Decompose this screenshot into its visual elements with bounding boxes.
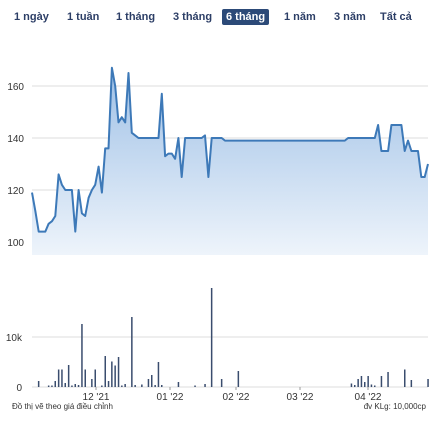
volume-bar <box>350 383 353 387</box>
price-tick-label: 120 <box>7 186 24 197</box>
volume-bar <box>220 379 223 387</box>
volume-y-axis: 0 10k <box>6 333 23 394</box>
volume-bar <box>380 376 383 387</box>
volume-bar <box>71 385 73 387</box>
tab-8[interactable]: Tất cả <box>380 11 412 23</box>
volume-bar <box>107 381 110 387</box>
volume-bar <box>134 385 136 387</box>
tab-2[interactable]: 1 tuần <box>67 11 100 23</box>
price-area <box>31 66 429 255</box>
footer-note: Đồ thị vẽ theo giá điều chỉnh <box>12 402 113 411</box>
price-tick-label: 100 <box>7 238 24 249</box>
volume-tick-label: 0 <box>16 383 22 394</box>
price-tick-label: 160 <box>7 82 24 93</box>
volume-bar <box>141 384 143 387</box>
volume-bar <box>161 385 163 387</box>
volume-bar <box>84 369 86 387</box>
volume-bar <box>47 385 50 387</box>
volume-bar <box>57 369 60 387</box>
volume-bar <box>104 356 106 387</box>
volume-bar <box>77 385 80 387</box>
tab-6[interactable]: 1 năm <box>284 11 316 23</box>
price-volume-chart: 100 120 140 160 0 10k 12 '21 01 '22 02 '22 03 '… <box>6 66 429 400</box>
x-tick-label: 02 '22 <box>223 392 250 400</box>
volume-bar <box>51 385 53 387</box>
volume-bar <box>94 369 96 387</box>
x-tick-label: 04 '22 <box>355 392 382 400</box>
volume-bar <box>410 380 413 387</box>
tab-7[interactable]: 3 năm <box>334 11 366 23</box>
x-tick-label: 03 '22 <box>287 392 314 400</box>
volume-bar <box>147 379 150 387</box>
volume-bar <box>177 382 180 387</box>
volume-bar <box>370 384 373 387</box>
volume-bar <box>194 385 196 387</box>
x-tick-label: 01 '22 <box>157 392 184 400</box>
volume-bar <box>54 381 56 387</box>
volume-bar <box>121 385 123 387</box>
footer-unit: đv KLg: 10,000cp <box>363 402 426 411</box>
price-tick-label: 140 <box>7 134 24 145</box>
tab-4[interactable]: 3 tháng <box>173 11 213 23</box>
tab-5[interactable]: 6 tháng <box>222 9 270 25</box>
volume-bar <box>427 379 429 387</box>
volume-bar <box>387 372 389 387</box>
period-tabs: 1 ngày 1 tuần 1 tháng 3 tháng 6 tháng 1 năm 3 … <box>0 0 438 30</box>
tab-3[interactable]: 1 tháng <box>116 11 156 23</box>
volume-bar <box>124 384 126 387</box>
volume-bar <box>364 382 366 387</box>
volume-bar <box>61 369 63 387</box>
volume-bar <box>354 385 356 387</box>
volume-bar <box>114 365 116 387</box>
volume-bar <box>357 379 359 387</box>
volume-bar <box>404 369 406 387</box>
price-area-fill <box>32 67 428 255</box>
volume-bar <box>131 317 133 387</box>
x-axis: 12 '21 01 '22 02 '22 03 '22 04 '22 <box>83 387 382 400</box>
volume-bar <box>360 376 363 387</box>
volume-bar <box>157 362 160 387</box>
volume-bar <box>91 379 93 387</box>
volume-bar <box>237 371 240 387</box>
volume-bar <box>367 376 369 387</box>
volume-bar <box>64 383 66 387</box>
price-line <box>31 66 429 233</box>
volume-bar <box>67 365 70 387</box>
price-y-axis: 100 120 140 160 <box>7 82 24 249</box>
volume-bar <box>37 381 40 387</box>
volume-bar <box>204 384 206 387</box>
volume-bar <box>374 385 376 387</box>
volume-bar <box>111 361 113 387</box>
x-tick-label: 12 '21 <box>83 392 110 400</box>
volume-tick-label: 10k <box>6 333 23 344</box>
volume-bar <box>210 288 213 387</box>
volume-bar <box>151 375 153 387</box>
volume-bars <box>37 288 429 387</box>
volume-bar <box>101 385 103 387</box>
volume-bar <box>74 384 76 387</box>
volume-bar <box>117 357 120 387</box>
tab-1[interactable]: 1 ngày <box>14 11 49 23</box>
volume-bar <box>81 324 83 387</box>
volume-bar <box>154 385 156 387</box>
